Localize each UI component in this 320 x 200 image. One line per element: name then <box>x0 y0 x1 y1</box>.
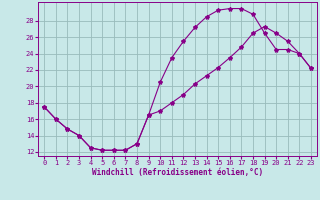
X-axis label: Windchill (Refroidissement éolien,°C): Windchill (Refroidissement éolien,°C) <box>92 168 263 177</box>
